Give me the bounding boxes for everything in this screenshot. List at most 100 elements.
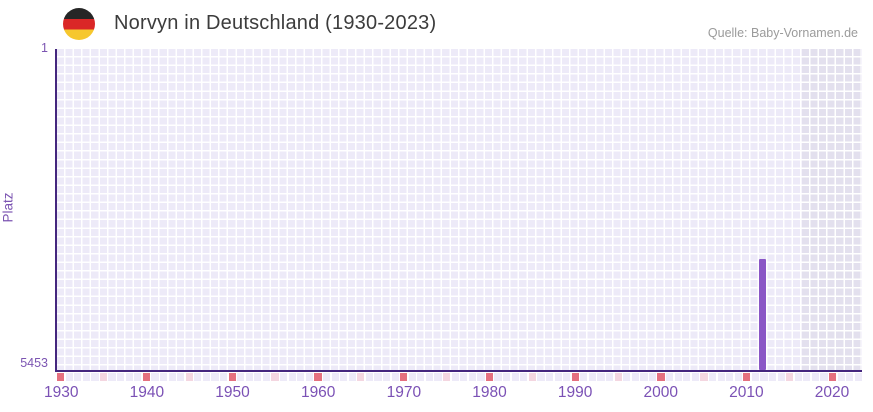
year-cell <box>777 373 785 381</box>
year-marker-strip <box>57 373 862 381</box>
year-cell <box>322 373 331 381</box>
year-cell <box>254 373 262 381</box>
year-cell <box>417 373 425 381</box>
year-cell <box>854 373 862 381</box>
x-axis-tick: 1980 <box>472 384 507 401</box>
rank-bar-2012[interactable] <box>759 258 767 370</box>
year-cell <box>305 373 313 381</box>
year-cell <box>571 373 579 381</box>
year-cell <box>751 373 760 381</box>
year-cell <box>357 373 365 381</box>
x-axis-tick: 1940 <box>129 384 165 401</box>
year-cell <box>237 373 245 381</box>
year-cell <box>340 373 348 381</box>
y-axis-tick-top: 1 <box>41 41 48 55</box>
year-cell <box>726 373 734 381</box>
year-cell <box>228 373 236 381</box>
plot-area <box>54 49 862 372</box>
year-cell <box>588 373 597 381</box>
year-cell <box>554 373 562 381</box>
year-cell <box>837 373 845 381</box>
recent-years-shaded-region <box>801 49 862 370</box>
x-axis-tick: 1990 <box>557 384 593 401</box>
year-cell <box>717 373 725 381</box>
x-axis-tick: 2010 <box>729 384 764 401</box>
x-axis-labels: 1930 1940 1950 1960 1970 1980 1990 2000 2010 2020 <box>44 384 862 406</box>
x-axis-tick: 1960 <box>300 384 336 401</box>
year-cell <box>159 373 168 381</box>
year-cell <box>803 373 811 381</box>
year-cell <box>65 373 73 381</box>
year-cell <box>520 373 528 381</box>
year-cell <box>151 373 159 381</box>
chart-title: Norvyn in Deutschland (1930-2023) <box>114 12 437 34</box>
year-cell <box>408 373 416 381</box>
year-cell <box>623 373 631 381</box>
year-cell <box>683 373 691 381</box>
year-cell <box>640 373 648 381</box>
year-cell <box>700 373 708 381</box>
year-cell <box>391 373 399 381</box>
year-cell <box>631 373 639 381</box>
y-axis-title: Platz <box>0 192 16 223</box>
x-axis-tick: 1950 <box>215 384 250 401</box>
year-cell <box>331 373 339 381</box>
year-cell <box>597 373 605 381</box>
year-cell <box>142 373 150 381</box>
year-cell <box>708 373 717 381</box>
year-cell <box>425 373 434 381</box>
year-cell <box>117 373 125 381</box>
year-cell <box>768 373 777 381</box>
year-cell <box>528 373 536 381</box>
year-cell <box>451 373 459 381</box>
year-cell <box>545 373 554 381</box>
year-cell <box>460 373 468 381</box>
year-cell <box>657 373 665 381</box>
year-cell <box>297 373 305 381</box>
year-cell <box>245 373 253 381</box>
source-credit: Quelle: Baby-Vornamen.de <box>707 26 858 40</box>
year-cell <box>829 373 837 381</box>
year-cell <box>580 373 588 381</box>
year-cell <box>666 373 674 381</box>
year-cell <box>537 373 545 381</box>
year-cell <box>760 373 768 381</box>
year-cell <box>82 373 90 381</box>
year-cell <box>494 373 502 381</box>
year-cell <box>477 373 485 381</box>
year-cell <box>219 373 228 381</box>
year-cell <box>202 373 211 381</box>
year-cell <box>74 373 82 381</box>
year-cell <box>57 373 65 381</box>
year-cell <box>691 373 699 381</box>
year-cell <box>314 373 322 381</box>
year-cell <box>108 373 116 381</box>
german-flag-icon <box>63 8 95 40</box>
year-cell <box>511 373 519 381</box>
year-cell <box>382 373 391 381</box>
year-cell <box>614 373 622 381</box>
year-cell <box>194 373 202 381</box>
x-axis-tick: 2020 <box>814 384 850 401</box>
year-cell <box>365 373 373 381</box>
year-cell <box>99 373 108 381</box>
x-axis-tick: 1970 <box>386 384 422 401</box>
year-cell <box>503 373 511 381</box>
year-cell <box>91 373 99 381</box>
year-cell <box>271 373 279 381</box>
year-cell <box>280 373 288 381</box>
year-cell <box>734 373 742 381</box>
year-cell <box>168 373 176 381</box>
year-cell <box>743 373 751 381</box>
year-cell <box>606 373 614 381</box>
x-axis-tick: 2000 <box>643 384 678 401</box>
year-cell <box>468 373 476 381</box>
year-cell <box>648 373 657 381</box>
year-cell <box>674 373 682 381</box>
year-cell <box>211 373 219 381</box>
x-axis-tick: 1930 <box>44 384 79 401</box>
year-cell <box>434 373 442 381</box>
year-cell <box>374 373 382 381</box>
year-cell <box>288 373 296 381</box>
